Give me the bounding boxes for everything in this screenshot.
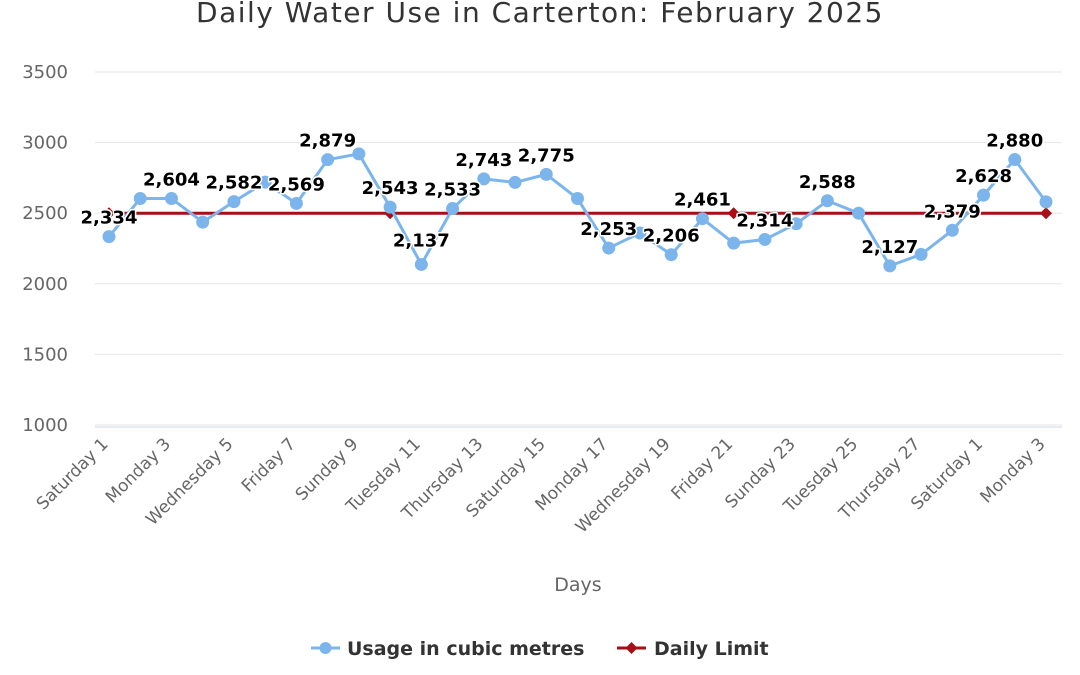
data-label: 2,314: [736, 210, 793, 231]
data-label: 2,543: [362, 178, 419, 199]
usage-point[interactable]: [633, 226, 647, 240]
usage-point[interactable]: [258, 175, 272, 189]
y-tick-label: 3500: [22, 62, 68, 83]
data-label: 2,137: [393, 230, 450, 251]
daily-limit-series: [103, 207, 1052, 220]
limit-marker[interactable]: [727, 207, 740, 220]
data-label: 2,127: [861, 237, 918, 258]
usage-point[interactable]: [602, 241, 616, 255]
data-label: 2,588: [799, 172, 856, 193]
legend-item-usage[interactable]: Usage in cubic metres: [311, 638, 584, 660]
usage-point[interactable]: [321, 153, 335, 167]
usage-point[interactable]: [1008, 153, 1022, 167]
usage-point[interactable]: [133, 192, 147, 206]
data-label: 2,880: [986, 131, 1043, 152]
x-tick-label: Friday 7: [238, 434, 300, 496]
x-tick-label: Monday 3: [976, 434, 1049, 507]
data-label: 2,253: [580, 219, 637, 240]
usage-point[interactable]: [227, 195, 241, 209]
chart-title: Daily Water Use in Carterton: February 2…: [196, 0, 884, 29]
usage-point[interactable]: [196, 215, 210, 229]
usage-point[interactable]: [789, 217, 803, 231]
legend: Usage in cubic metres Daily Limit: [311, 638, 769, 660]
data-label: 2,743: [455, 150, 512, 171]
usage-point[interactable]: [164, 192, 178, 206]
usage-point[interactable]: [477, 172, 491, 186]
usage-point[interactable]: [508, 175, 522, 189]
data-label: 2,879: [299, 131, 356, 152]
data-label: 2,533: [424, 180, 481, 201]
usage-point[interactable]: [695, 212, 709, 226]
usage-series: [102, 147, 1053, 273]
limit-marker[interactable]: [103, 207, 115, 220]
y-tick-label: 1000: [22, 415, 68, 436]
usage-point[interactable]: [289, 196, 303, 210]
limit-marker[interactable]: [1040, 207, 1052, 220]
legend-usage-label: Usage in cubic metres: [347, 638, 584, 660]
data-label: 2,582: [205, 173, 262, 194]
usage-point[interactable]: [977, 188, 991, 202]
x-axis-label: Days: [554, 574, 601, 596]
legend-item-limit[interactable]: Daily Limit: [617, 638, 769, 660]
legend-limit-label: Daily Limit: [654, 638, 769, 660]
data-label: 2,461: [674, 190, 731, 211]
data-label: 2,379: [924, 201, 981, 222]
usage-point[interactable]: [414, 257, 428, 271]
usage-point[interactable]: [102, 230, 116, 244]
data-label: 2,775: [518, 145, 575, 166]
usage-point[interactable]: [571, 192, 584, 206]
data-label: 2,334: [81, 208, 138, 229]
data-label: 2,628: [955, 166, 1012, 187]
data-label: 2,604: [143, 170, 200, 191]
usage-point[interactable]: [914, 247, 928, 261]
y-axis-ticks: 1000 1500 2000 2500 3000 3500: [22, 62, 68, 436]
y-tick-label: 2500: [22, 203, 68, 224]
data-label: 2,569: [268, 174, 325, 195]
usage-point[interactable]: [1039, 195, 1053, 209]
usage-point[interactable]: [446, 202, 460, 216]
usage-point[interactable]: [820, 194, 834, 208]
y-tick-label: 2000: [22, 274, 68, 295]
usage-point[interactable]: [727, 236, 741, 250]
legend-limit-marker: [625, 642, 638, 654]
usage-point[interactable]: [539, 167, 553, 181]
data-label: 2,206: [643, 226, 700, 247]
y-tick-label: 3000: [22, 133, 68, 154]
usage-point[interactable]: [664, 248, 678, 262]
usage-point[interactable]: [758, 232, 772, 246]
usage-point[interactable]: [383, 200, 397, 214]
legend-usage-marker: [319, 642, 332, 654]
usage-point[interactable]: [883, 259, 897, 273]
y-tick-label: 1500: [22, 344, 68, 365]
x-tick-label: Saturday 1: [33, 434, 113, 514]
usage-point[interactable]: [352, 147, 366, 161]
usage-point[interactable]: [945, 223, 959, 237]
usage-point[interactable]: [852, 206, 866, 220]
